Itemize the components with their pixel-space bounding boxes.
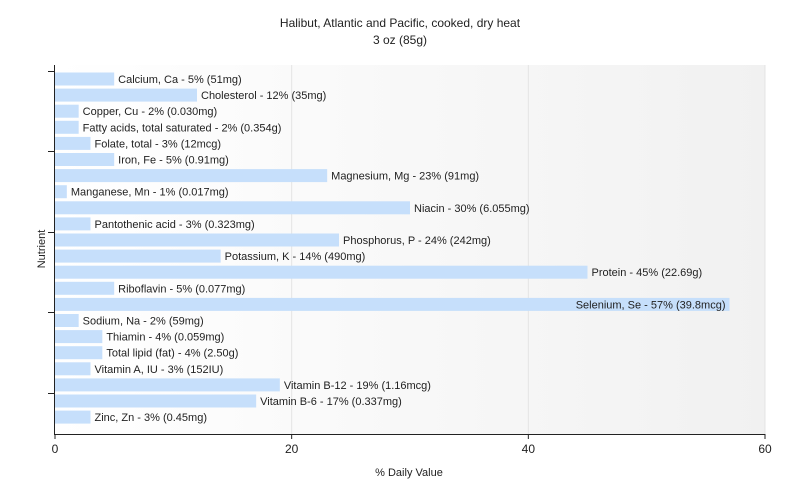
x-tick-label: 60 (758, 442, 772, 456)
chart-title: Halibut, Atlantic and Pacific, cooked, d… (280, 16, 521, 30)
bar (55, 153, 115, 166)
bar (55, 330, 103, 344)
chart-subtitle: 3 oz (85g) (373, 33, 427, 47)
bar-label: Iron, Fe - 5% (0.91mg) (118, 155, 229, 167)
bar (55, 249, 221, 263)
bar-label: Magnesium, Mg - 23% (91mg) (331, 171, 479, 183)
bar-label: Vitamin B-6 - 17% (0.337mg) (260, 396, 402, 408)
bar (55, 410, 91, 424)
bar-label: Riboflavin - 5% (0.077mg) (118, 283, 245, 295)
bar-label: Pantothenic acid - 3% (0.323mg) (95, 219, 255, 231)
bar (55, 346, 103, 360)
bar (55, 136, 91, 150)
gridlines (291, 65, 766, 434)
bar (55, 120, 79, 134)
x-axis-ticks: 0 20 40 60 (52, 434, 772, 456)
bar (55, 378, 280, 392)
bar (55, 104, 79, 118)
bar-label: Folate, total - 3% (12mcg) (95, 138, 222, 150)
bar-label: Zinc, Zn - 3% (0.45mg) (95, 412, 207, 424)
bar (55, 217, 91, 231)
bars-group (55, 72, 730, 424)
bar-label: Vitamin B-12 - 19% (1.16mcg) (284, 380, 431, 392)
plot-area (55, 65, 765, 434)
bar-label: Potassium, K - 14% (490mg) (225, 251, 366, 263)
x-tick-label: 20 (285, 442, 299, 456)
x-tick-label: 40 (522, 442, 536, 456)
y-axis-ticks (48, 71, 54, 394)
bar (55, 185, 67, 199)
bar (55, 362, 91, 376)
bar-label: Calcium, Ca - 5% (51mg) (118, 74, 241, 86)
bar (55, 233, 339, 247)
bar-label: Phosphorus, P - 24% (242mg) (343, 235, 491, 247)
bar (55, 169, 328, 183)
bar-label: Selenium, Se - 57% (39.8mcg) (576, 299, 726, 311)
bar-label: Copper, Cu - 2% (0.030mg) (83, 106, 218, 118)
bar (55, 88, 197, 102)
bar-label: Manganese, Mn - 1% (0.017mg) (71, 187, 229, 199)
bar-label: Total lipid (fat) - 4% (2.50g) (106, 348, 238, 360)
bar-label: Fatty acids, total saturated - 2% (0.354… (83, 122, 282, 134)
bar (55, 394, 257, 408)
bar (55, 297, 730, 311)
bar (55, 265, 588, 279)
x-tick-label: 0 (52, 442, 59, 456)
bar-label: Sodium, Na - 2% (59mg) (83, 316, 204, 328)
bar-labels-group: Calcium, Ca - 5% (51mg) Cholesterol - 12%… (71, 74, 726, 424)
bar-label: Niacin - 30% (6.055mg) (414, 203, 530, 215)
bar (55, 201, 410, 215)
bar (55, 314, 79, 327)
bar-label: Thiamin - 4% (0.059mg) (106, 332, 224, 344)
bar-label: Vitamin A, IU - 3% (152IU) (95, 364, 224, 376)
bar (55, 72, 115, 86)
x-axis-label: % Daily Value (375, 467, 443, 479)
y-axis-label: Nutrient (36, 230, 48, 269)
bar (55, 281, 115, 295)
bar-label: Cholesterol - 12% (35mg) (201, 90, 326, 102)
bar-label: Protein - 45% (22.69g) (592, 267, 703, 279)
